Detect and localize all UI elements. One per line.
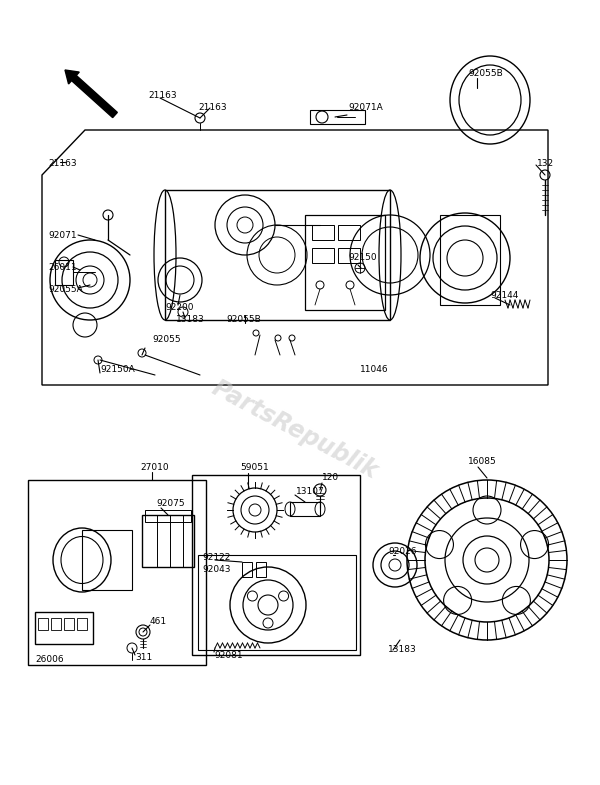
Text: 461: 461 [150,618,167,626]
Text: 92055A: 92055A [48,286,83,294]
Text: 132: 132 [537,159,554,167]
Text: 26011: 26011 [48,262,77,272]
Bar [77,618,87,630]
Text: 92122: 92122 [202,553,230,561]
Text: 13183: 13183 [388,645,417,655]
Text: 92055B: 92055B [226,316,261,324]
Text: 13183: 13183 [176,316,205,324]
Bar [312,225,334,240]
Bar [51,618,61,630]
Text: 21163: 21163 [198,104,227,112]
FancyArrow shape [65,70,118,118]
Text: 13107: 13107 [296,487,325,496]
Text: 26006: 26006 [35,655,64,664]
Bar [55,260,73,285]
Bar [28,480,206,665]
Text: 27010: 27010 [140,462,169,472]
Bar [142,515,194,567]
Bar [35,612,93,644]
Text: 92055: 92055 [152,335,181,345]
Text: 92150A: 92150A [100,366,135,374]
Bar [338,225,360,240]
Text: 92026: 92026 [388,547,416,557]
Text: 92150: 92150 [348,254,377,262]
Text: 120: 120 [322,473,339,481]
Bar [145,510,191,522]
Bar [64,618,74,630]
Text: 11046: 11046 [360,366,389,374]
Text: 21163: 21163 [48,159,77,167]
Text: 92075: 92075 [156,498,185,507]
Bar [82,530,132,590]
Text: 16085: 16085 [468,458,497,466]
Text: 59051: 59051 [240,463,269,473]
Bar [290,502,320,516]
Text: 92081: 92081 [214,651,242,659]
Text: 21163: 21163 [148,90,176,100]
Text: 92055B: 92055B [468,68,503,78]
Text: 92071: 92071 [48,231,77,239]
Text: 92200: 92200 [165,304,193,312]
Bar [310,110,365,124]
Bar [198,555,356,650]
Text: 92144: 92144 [490,290,518,300]
Bar [338,248,360,263]
Bar [256,562,266,577]
Text: 92043: 92043 [202,565,230,575]
Text: 311: 311 [135,652,152,662]
Bar [312,248,334,263]
Bar [165,190,390,320]
Text: PartsRepublik: PartsRepublik [208,376,382,484]
Bar [192,475,360,655]
Bar [242,562,252,577]
Bar [440,215,500,305]
Bar [305,215,385,310]
Text: 92071A: 92071A [348,104,383,112]
Bar [38,618,48,630]
